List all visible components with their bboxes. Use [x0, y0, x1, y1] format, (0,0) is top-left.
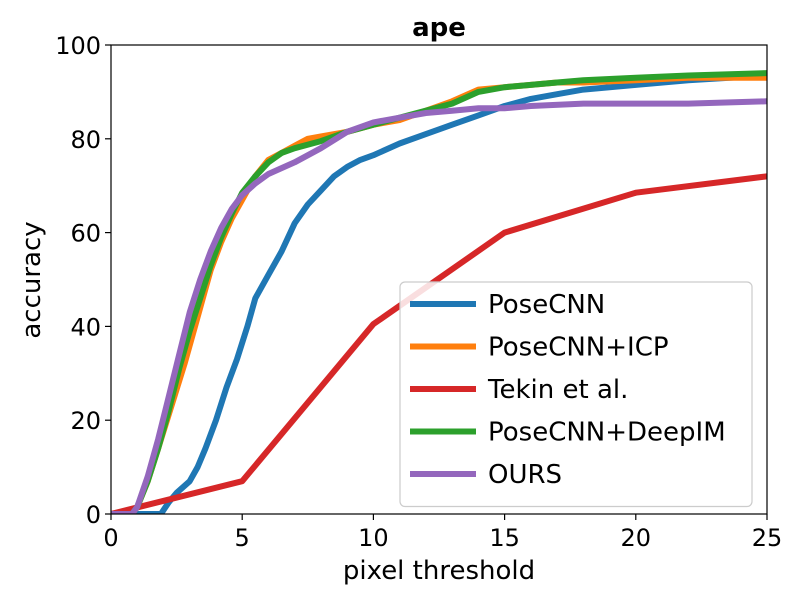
- series-line-3: [111, 70, 767, 514]
- legend: PoseCNN PoseCNN+ICP Tekin et al. PoseCNN+De…: [399, 281, 753, 508]
- y-tick-label-1: 20: [70, 407, 101, 435]
- y-axis-label: accuracy: [17, 221, 47, 338]
- x-tick-label-5: 25: [752, 524, 783, 552]
- series-line-2: [111, 173, 767, 514]
- x-tick-label-2: 10: [358, 524, 389, 552]
- legend-frame: [399, 281, 753, 508]
- x-tick-label-1: 5: [235, 524, 250, 552]
- x-tick-label-0: 0: [103, 524, 118, 552]
- x-axis-label: pixel threshold: [343, 556, 535, 586]
- chart-title: ape: [412, 13, 466, 43]
- legend-entry-3: PoseCNN+DeepIM: [488, 418, 726, 448]
- x-tick-label-4: 20: [621, 524, 652, 552]
- y-tick-label-2: 40: [70, 313, 101, 341]
- series-line-0: [111, 72, 767, 514]
- legend-entry-1: PoseCNN+ICP: [488, 333, 669, 363]
- y-tick-label-4: 80: [70, 126, 101, 154]
- plot-area: 0 5 10 15 20 25 0 20 40 60 80 100: [55, 32, 782, 552]
- legend-entry-2: Tekin et al.: [487, 375, 628, 405]
- legend-entry-0: PoseCNN: [488, 290, 605, 320]
- y-tick-label-5: 100: [55, 32, 101, 60]
- y-tick-label-0: 0: [86, 501, 101, 529]
- x-tick-label-3: 15: [489, 524, 520, 552]
- series-line-4: [111, 98, 767, 514]
- legend-entry-4: OURS: [488, 460, 562, 490]
- plot-frame: [110, 44, 768, 515]
- y-tick-label-3: 60: [70, 220, 101, 248]
